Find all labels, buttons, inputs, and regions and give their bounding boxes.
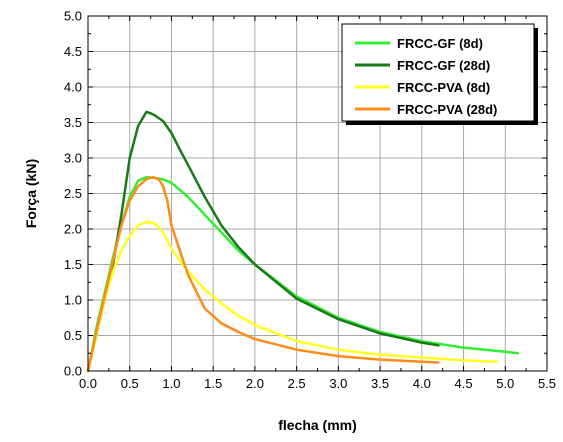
y-tick-label: 0.5 [64,328,82,343]
legend-label-4: FRCC-PVA (28d) [397,102,497,117]
y-tick-label: 4.0 [64,80,82,95]
x-tick-label: 2.5 [288,376,306,391]
series-line-3 [86,220,499,373]
y-tick-label: 3.5 [64,115,82,130]
y-tick-label: 2.0 [64,222,82,237]
x-axis-title: flecha (mm) [278,417,357,433]
y-tick-label: 0.0 [64,364,82,379]
x-tick-label: 5.5 [538,376,556,391]
legend: FRCC-GF (8d) FRCC-GF (28d) FRCC-PVA (8d) FR… [341,23,538,125]
series-line-4 [86,175,440,373]
legend-label-3: FRCC-PVA (8d) [397,80,490,95]
series-line-2 [86,110,440,373]
legend-box [341,23,535,122]
x-tick-label: 2.0 [246,376,264,391]
y-axis-title: Força (kN) [23,159,39,228]
x-tick-label: 0.0 [79,376,97,391]
x-tick-label: 3.5 [371,376,389,391]
x-tick-label: 1.5 [204,376,222,391]
x-tick-label: 5.0 [496,376,514,391]
y-tick-label: 5.0 [64,9,82,24]
legend-label-2: FRCC-GF (28d) [397,58,490,73]
x-tick-label: 4.5 [455,376,473,391]
y-tick-label: 1.5 [64,257,82,272]
x-tick-label: 4.0 [413,376,431,391]
tick-layer: 0.0 0.5 1.0 1.5 2.0 2.5 3.0 3.5 4.0 4.5 5.0 5.5 0.0 0… [64,9,556,392]
y-tick-label: 1.0 [64,293,82,308]
legend-label-1: FRCC-GF (8d) [397,36,483,51]
y-tick-label: 2.5 [64,186,82,201]
y-tick-label: 3.0 [64,151,82,166]
x-tick-label: 1.0 [162,376,180,391]
x-tick-label: 3.0 [329,376,347,391]
x-tick-label: 0.5 [121,376,139,391]
y-tick-label: 4.5 [64,44,82,59]
series-layer [86,110,520,373]
